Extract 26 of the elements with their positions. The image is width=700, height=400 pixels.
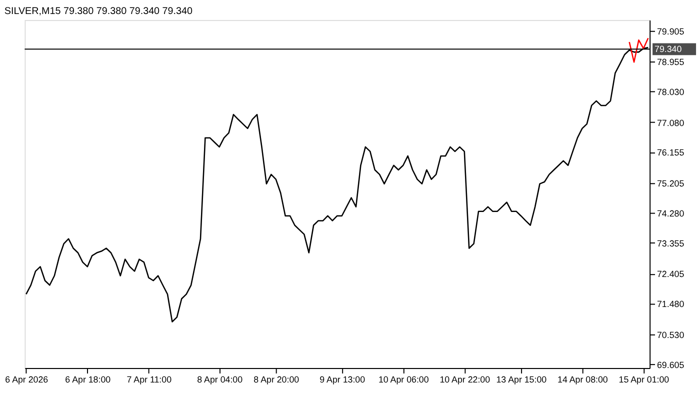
y-tick-label: 78.955 bbox=[656, 57, 684, 68]
y-tick-label: 77.080 bbox=[656, 118, 684, 128]
x-tick-label: 6 Apr 18:00 bbox=[65, 374, 111, 384]
y-tick-label: 74.280 bbox=[656, 208, 684, 218]
x-tick-label: 8 Apr 04:00 bbox=[197, 374, 243, 384]
y-tick-label: 70.530 bbox=[656, 330, 684, 340]
x-tick-label: 15 Apr 01:00 bbox=[618, 374, 670, 384]
x-tick-label: 14 Apr 08:00 bbox=[558, 374, 608, 384]
y-tick-label: 71.480 bbox=[656, 299, 684, 310]
x-tick-label: 9 Apr 13:00 bbox=[320, 374, 366, 384]
line-series bbox=[628, 37, 649, 63]
y-tick-label: 73.355 bbox=[656, 238, 684, 248]
x-tick-label: 13 Apr 15:00 bbox=[496, 374, 547, 384]
x-tick-label: 8 Apr 20:00 bbox=[254, 374, 300, 384]
y-tick-label: 76.155 bbox=[656, 148, 684, 158]
y-tick-label: 69.605 bbox=[656, 360, 684, 370]
y-tick-label: 72.405 bbox=[656, 269, 684, 280]
y-tick-label: 75.205 bbox=[656, 178, 684, 188]
chart-title: SILVER,M15 79.380 79.380 79.340 79.340 bbox=[4, 6, 194, 18]
x-tick-label: 10 Apr 22:00 bbox=[440, 374, 490, 384]
ref-line-label: 79.340 bbox=[654, 44, 682, 54]
y-tick-label: 78.030 bbox=[656, 87, 684, 98]
x-tick-label: 7 Apr 11:00 bbox=[126, 374, 172, 384]
y-tick-label: 79.905 bbox=[656, 26, 684, 36]
x-tick-label: 10 Apr 06:00 bbox=[378, 374, 429, 384]
x-tick-label: 6 Apr 2026 bbox=[5, 374, 48, 384]
